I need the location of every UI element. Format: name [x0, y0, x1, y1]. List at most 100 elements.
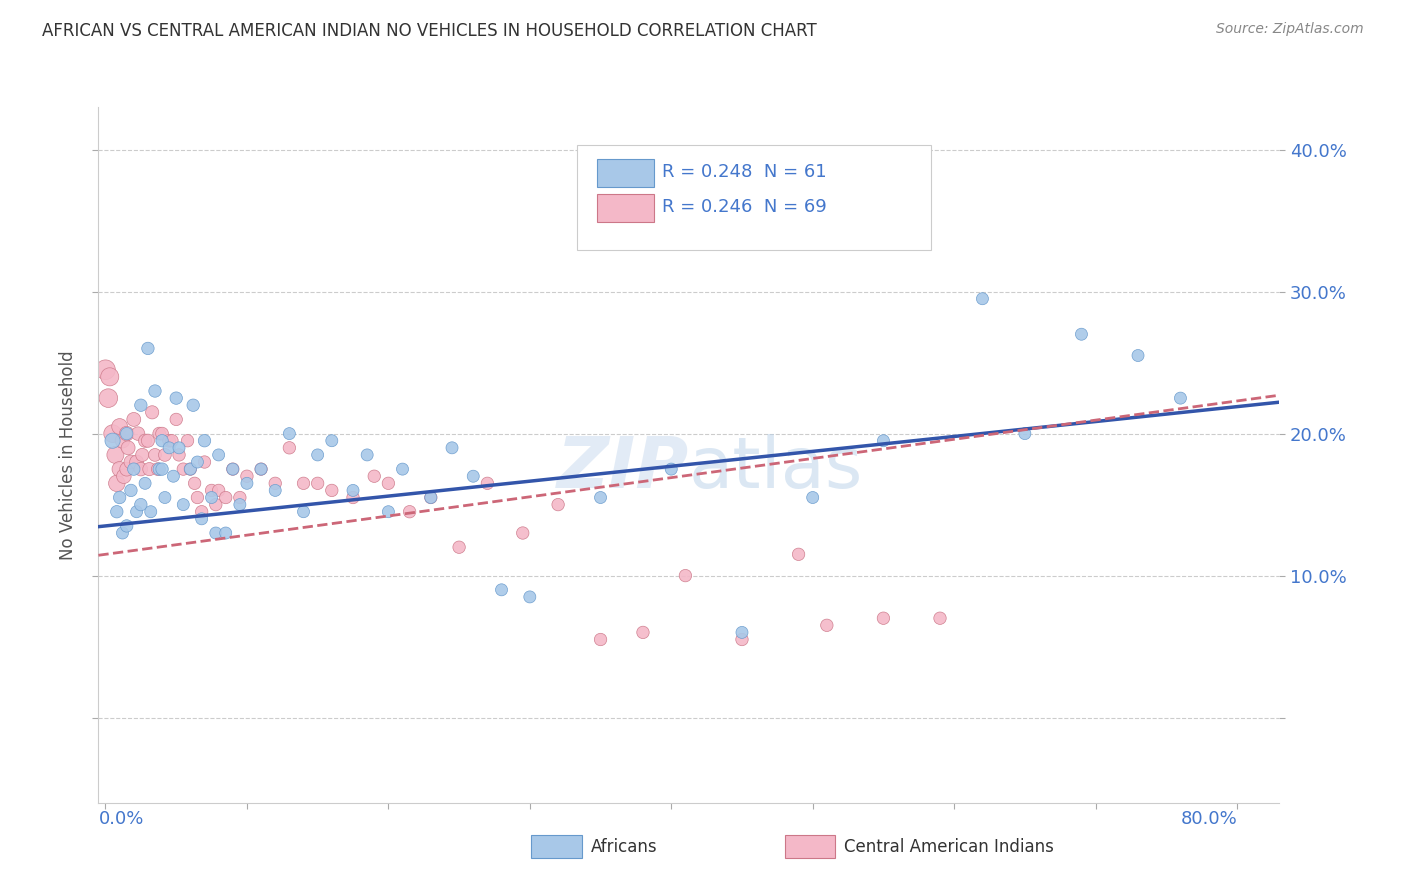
Text: 0.0%: 0.0%	[98, 810, 143, 828]
Point	[449, 540, 471, 554]
Point	[363, 469, 385, 483]
Point	[176, 434, 198, 448]
Point	[105, 505, 128, 519]
FancyBboxPatch shape	[576, 145, 931, 250]
Point	[547, 498, 569, 512]
Point	[148, 426, 170, 441]
Point	[1170, 391, 1192, 405]
Point	[264, 483, 287, 498]
Text: AFRICAN VS CENTRAL AMERICAN INDIAN NO VEHICLES IN HOUSEHOLD CORRELATION CHART: AFRICAN VS CENTRAL AMERICAN INDIAN NO VE…	[42, 22, 817, 40]
Point	[440, 441, 463, 455]
Point	[105, 476, 128, 491]
Point	[787, 547, 810, 561]
Point	[143, 448, 166, 462]
Point	[463, 469, 485, 483]
Point	[150, 462, 173, 476]
Point	[731, 632, 754, 647]
Point	[179, 462, 201, 476]
Point	[292, 505, 315, 519]
Point	[215, 491, 238, 505]
Point	[321, 434, 343, 448]
Point	[215, 526, 238, 541]
Point	[1070, 327, 1092, 342]
Point	[125, 505, 148, 519]
FancyBboxPatch shape	[596, 194, 654, 222]
Point	[307, 476, 329, 491]
Point	[250, 462, 273, 476]
Point	[512, 526, 534, 541]
Point	[321, 483, 343, 498]
Point	[172, 462, 194, 476]
Point	[419, 491, 441, 505]
Point	[419, 491, 441, 505]
Point	[278, 441, 301, 455]
Point	[815, 618, 838, 632]
Point	[115, 462, 138, 476]
Point	[236, 476, 259, 491]
Point	[157, 434, 180, 448]
Point	[129, 498, 152, 512]
Point	[186, 455, 208, 469]
Point	[167, 448, 190, 462]
Point	[98, 369, 121, 384]
Point	[101, 434, 124, 448]
Point	[200, 491, 222, 505]
Point	[872, 611, 894, 625]
Point	[801, 491, 824, 505]
Point	[193, 455, 215, 469]
Text: R = 0.246  N = 69: R = 0.246 N = 69	[662, 197, 827, 216]
Point	[229, 498, 252, 512]
Point	[162, 469, 184, 483]
Point	[160, 434, 183, 448]
Point	[190, 505, 212, 519]
Point	[589, 491, 612, 505]
Point	[519, 590, 541, 604]
Point	[153, 448, 176, 462]
Point	[120, 483, 142, 498]
Point	[117, 441, 139, 455]
Point	[157, 441, 180, 455]
Point	[264, 476, 287, 491]
Point	[153, 491, 176, 505]
Point	[179, 462, 201, 476]
Point	[150, 434, 173, 448]
Point	[186, 491, 208, 505]
Point	[165, 391, 187, 405]
Point	[108, 462, 131, 476]
Point	[139, 505, 162, 519]
Point	[731, 625, 754, 640]
Point	[491, 582, 513, 597]
Point	[125, 455, 148, 469]
Point	[200, 483, 222, 498]
Point	[141, 405, 163, 419]
Point	[150, 426, 173, 441]
Y-axis label: No Vehicles in Household: No Vehicles in Household	[59, 350, 77, 560]
Point	[342, 483, 364, 498]
Point	[356, 448, 378, 462]
Point	[204, 498, 226, 512]
Point	[143, 384, 166, 398]
Point	[97, 391, 120, 405]
Point	[115, 426, 138, 441]
Point	[136, 342, 159, 356]
Point	[183, 476, 205, 491]
Point	[236, 469, 259, 483]
Point	[190, 512, 212, 526]
Point	[101, 426, 124, 441]
Point	[872, 434, 894, 448]
Point	[673, 568, 696, 582]
Text: atlas: atlas	[689, 434, 863, 503]
Text: R = 0.248  N = 61: R = 0.248 N = 61	[662, 162, 827, 181]
Point	[111, 526, 134, 541]
Point	[146, 462, 169, 476]
Point	[377, 476, 399, 491]
Text: ZIP: ZIP	[557, 434, 689, 503]
Point	[167, 441, 190, 455]
Point	[1014, 426, 1036, 441]
Point	[1126, 349, 1149, 363]
Point	[250, 462, 273, 476]
Point	[136, 434, 159, 448]
Point	[134, 434, 156, 448]
Point	[377, 505, 399, 519]
Point	[659, 462, 682, 476]
